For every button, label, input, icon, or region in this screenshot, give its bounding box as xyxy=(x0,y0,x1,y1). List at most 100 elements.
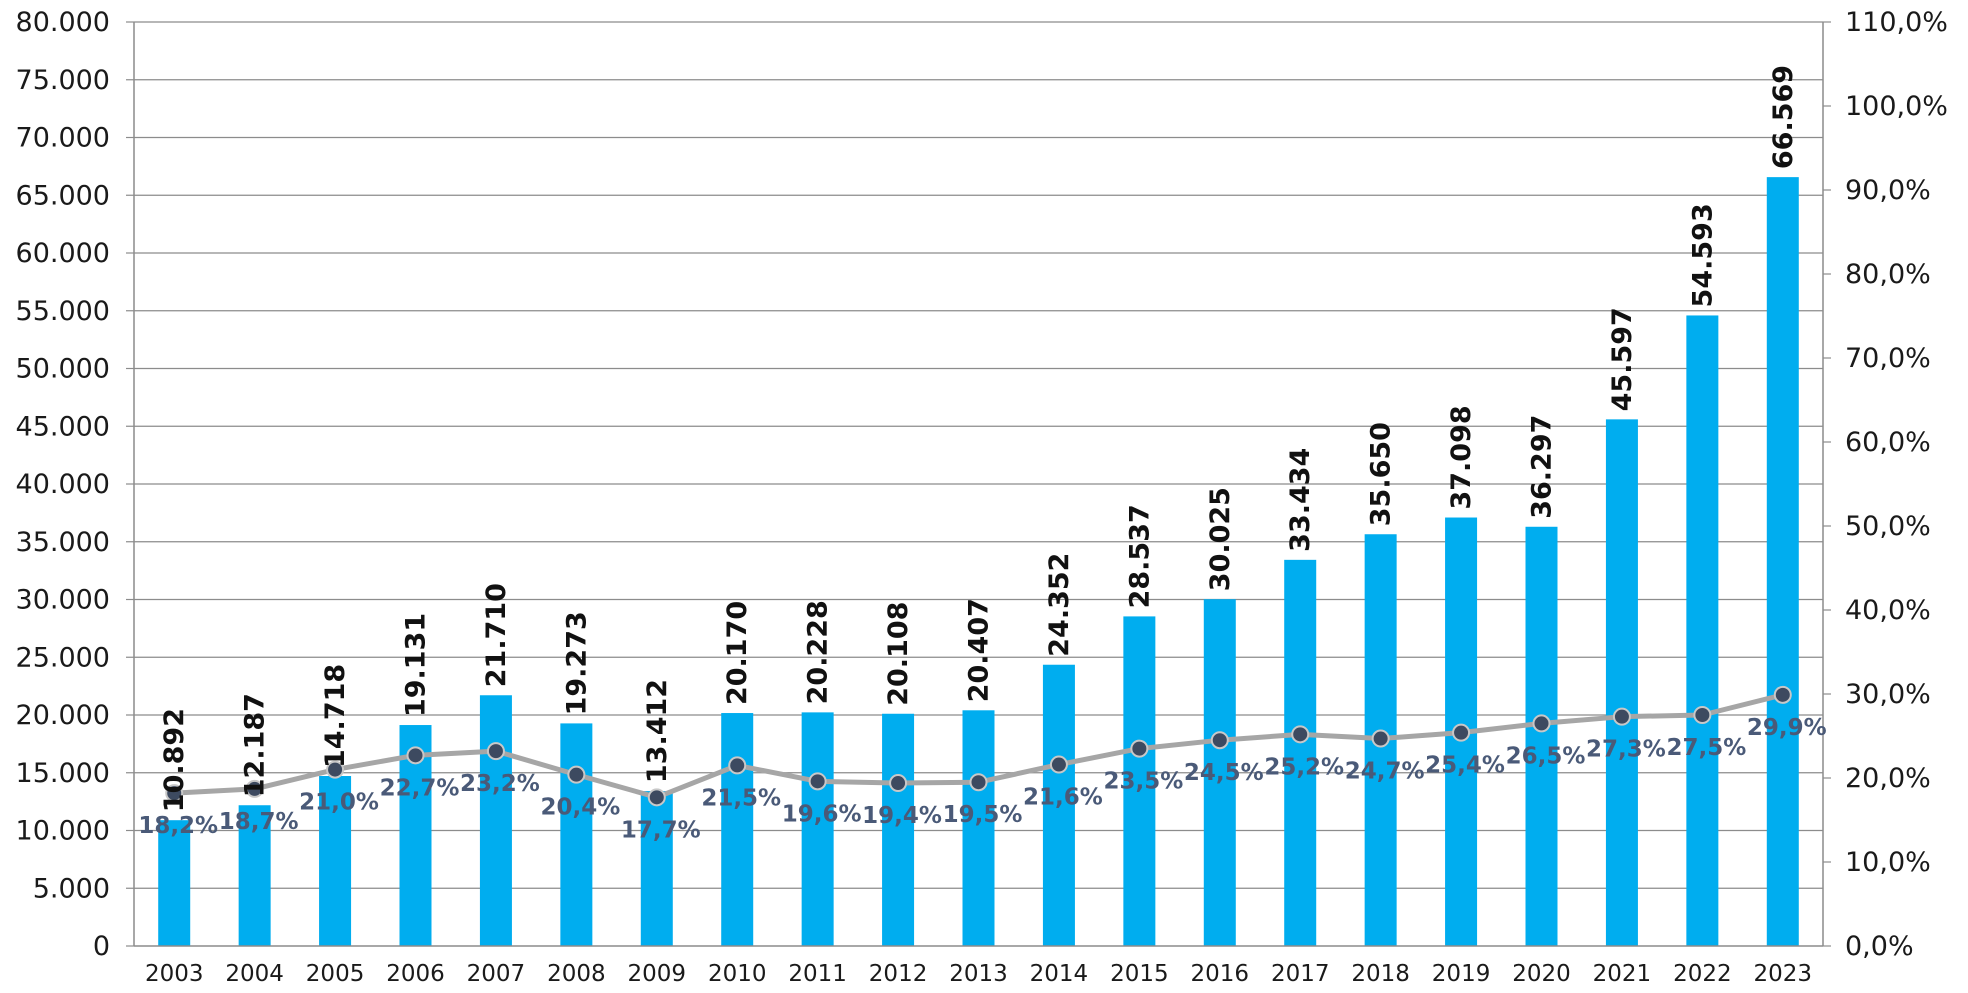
y-left-tick-label: 65.000 xyxy=(16,180,110,211)
line-marker-2023 xyxy=(1773,685,1792,704)
y-right-tick-label: 50,0% xyxy=(1845,511,1931,542)
line-marker-2008 xyxy=(567,765,586,784)
bar-2012 xyxy=(882,713,915,946)
data-labels: 10.892 12.187 14.718 19.131 21.710 19.273 13.4… xyxy=(138,65,1826,843)
y-left-tick-label: 70.000 xyxy=(16,123,110,154)
x-tick-label: 2017 xyxy=(1271,961,1330,987)
bar-series xyxy=(158,177,1799,947)
percentage-label: 29,9% xyxy=(1747,715,1827,741)
percentage-label: 19,5% xyxy=(943,802,1023,828)
y-right-tick-label: 60,0% xyxy=(1845,427,1931,458)
x-tick-label: 2016 xyxy=(1191,961,1250,987)
bar-value-label: 35.650 xyxy=(1366,422,1397,526)
bar-value-label: 37.098 xyxy=(1446,405,1477,509)
line-marker-2007 xyxy=(486,742,505,761)
percentage-label: 17,7% xyxy=(621,817,701,843)
percentage-label: 26,5% xyxy=(1506,743,1586,769)
bar-2014 xyxy=(1042,664,1075,946)
x-tick-label: 2012 xyxy=(869,961,928,987)
percentage-label: 23,2% xyxy=(460,771,540,797)
bar-value-label: 66.569 xyxy=(1768,65,1799,169)
percentage-label: 24,5% xyxy=(1184,760,1264,786)
x-tick-label: 2023 xyxy=(1754,961,1813,987)
line-marker-2005 xyxy=(326,760,345,779)
x-tick-label: 2014 xyxy=(1030,961,1089,987)
y-right-tick-label: 0,0% xyxy=(1845,931,1914,962)
x-tick-label: 2009 xyxy=(628,961,687,987)
bar-2013 xyxy=(962,710,995,946)
bar-value-label: 10.892 xyxy=(159,708,190,812)
y-left-tick-label: 50.000 xyxy=(16,354,110,385)
x-tick-label: 2019 xyxy=(1432,961,1491,987)
bar-2010 xyxy=(721,713,754,946)
x-tick-label: 2021 xyxy=(1593,961,1652,987)
bar-2023 xyxy=(1766,177,1799,946)
y-left-tick-label: 40.000 xyxy=(16,469,110,500)
bar-2003 xyxy=(158,820,191,946)
bar-2021 xyxy=(1605,419,1638,947)
percentage-line-series xyxy=(165,685,1792,807)
line-marker-2022 xyxy=(1693,706,1712,724)
percentage-label: 18,7% xyxy=(219,809,299,835)
bar-value-label: 33.434 xyxy=(1285,448,1316,552)
percentage-label: 19,6% xyxy=(782,801,862,827)
bar-value-label: 20.228 xyxy=(803,600,834,704)
y-left-tick-label: 80.000 xyxy=(16,7,110,38)
y-right-tick-label: 110,0% xyxy=(1845,7,1948,38)
y-right-tick-label: 70,0% xyxy=(1845,343,1931,374)
bar-2011 xyxy=(801,712,834,946)
bar-value-label: 14.718 xyxy=(320,664,351,768)
line-marker-2019 xyxy=(1452,723,1471,742)
bar-value-label: 54.593 xyxy=(1687,203,1718,307)
x-tick-label: 2011 xyxy=(788,961,847,987)
bar-2017 xyxy=(1284,559,1317,946)
line-marker-2012 xyxy=(889,774,908,793)
percentage-label: 19,4% xyxy=(862,803,942,829)
x-tick-label: 2018 xyxy=(1351,961,1410,987)
line-marker-2003 xyxy=(165,784,184,803)
y-left-tick-label: 10.000 xyxy=(16,816,110,847)
bar-2015 xyxy=(1123,616,1156,946)
x-tick-label: 2007 xyxy=(467,961,526,987)
line-marker-2015 xyxy=(1130,739,1149,758)
percentage-label: 27,5% xyxy=(1666,735,1746,761)
bar-value-label: 20.170 xyxy=(722,601,753,705)
y-left-tick-label: 45.000 xyxy=(16,411,110,442)
y-left-tick-label: 25.000 xyxy=(16,642,110,673)
y-right-tick-label: 80,0% xyxy=(1845,259,1931,290)
percentage-label: 21,6% xyxy=(1023,785,1103,811)
axes: 0 5.000 10.000 15.000 20.000 25.000 30.000 35.0… xyxy=(16,7,1948,987)
line-marker-2004 xyxy=(245,779,264,798)
percentage-label: 27,3% xyxy=(1586,737,1666,763)
percentage-label: 21,5% xyxy=(701,785,781,811)
line-marker-2006 xyxy=(406,746,425,765)
bar-value-label: 12.187 xyxy=(240,693,271,797)
y-left-tick-label: 20.000 xyxy=(16,700,110,731)
y-left-tick-label: 5.000 xyxy=(33,873,110,904)
bar-value-label: 36.297 xyxy=(1527,415,1558,519)
y-left-tick-label: 30.000 xyxy=(16,585,110,616)
bar-value-label: 28.537 xyxy=(1124,504,1155,608)
line-marker-2009 xyxy=(647,788,666,807)
bar-value-label: 19.131 xyxy=(401,613,432,717)
x-tick-label: 2008 xyxy=(547,961,606,987)
percentage-label: 23,5% xyxy=(1103,769,1183,795)
bar-2022 xyxy=(1686,315,1719,947)
line-marker-2010 xyxy=(728,756,747,775)
percentage-label: 25,4% xyxy=(1425,753,1505,779)
bar-2005 xyxy=(319,776,352,946)
bar-value-label: 20.407 xyxy=(964,598,995,702)
bar-value-label: 13.412 xyxy=(642,679,673,783)
y-left-tick-label: 35.000 xyxy=(16,527,110,558)
gridlines xyxy=(134,21,1823,889)
y-right-tick-label: 40,0% xyxy=(1845,595,1931,626)
x-tick-label: 2020 xyxy=(1512,961,1571,987)
y-right-tick-label: 90,0% xyxy=(1845,175,1931,206)
y-left-tick-label: 75.000 xyxy=(16,65,110,96)
line-marker-2018 xyxy=(1371,729,1390,748)
bar-2009 xyxy=(640,791,673,946)
x-tick-label: 2010 xyxy=(708,961,767,987)
x-tick-label: 2015 xyxy=(1110,961,1169,987)
